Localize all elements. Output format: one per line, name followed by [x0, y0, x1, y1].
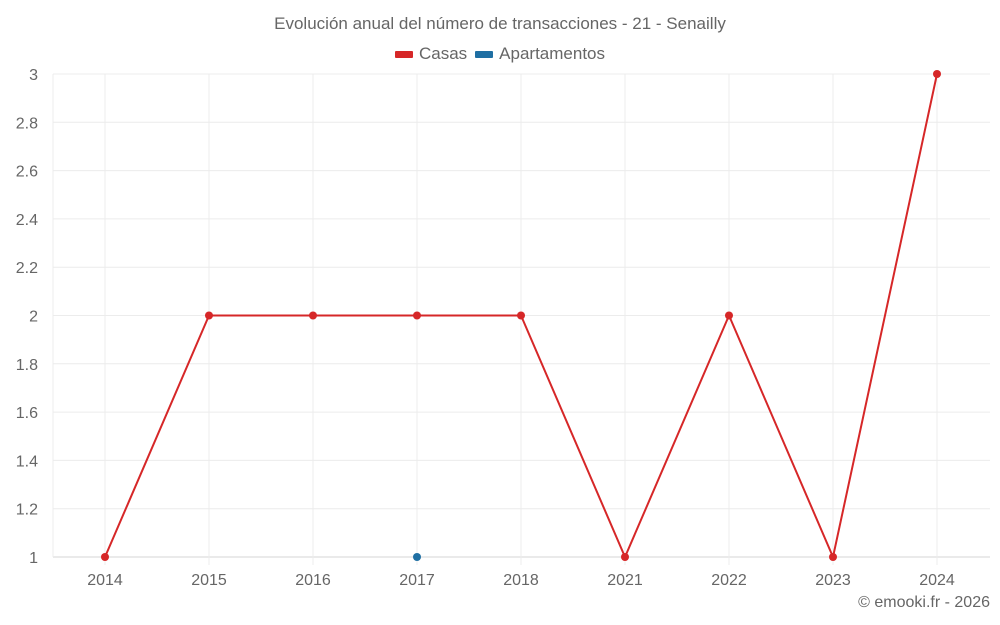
chart-legend: Casas Apartamentos — [0, 44, 1000, 64]
x-tick-label: 2023 — [815, 572, 851, 589]
x-tick-label: 2017 — [399, 572, 435, 589]
y-tick-label: 1.6 — [16, 405, 38, 422]
legend-item-casas[interactable]: Casas — [394, 44, 468, 64]
y-tick-label: 2.8 — [16, 115, 38, 132]
copyright-credit: © emooki.fr - 2026 — [858, 594, 990, 611]
legend-label-casas: Casas — [418, 44, 468, 63]
chart-title: Evolución anual del número de transaccio… — [274, 14, 726, 33]
y-tick-label: 2.2 — [16, 260, 38, 277]
legend-label-apartamentos: Apartamentos — [499, 44, 606, 63]
data-point-casas[interactable] — [309, 311, 317, 320]
y-axis: 1 1.2 1.4 1.6 1.8 2 2.2 2.4 2.6 2.8 3 — [16, 67, 38, 567]
data-series — [101, 70, 941, 561]
legend-item-apartamentos[interactable]: Apartamentos — [475, 44, 605, 64]
legend-swatch-apartamentos-icon — [475, 50, 494, 58]
y-tick-label: 1 — [29, 550, 38, 567]
data-point-casas[interactable] — [517, 311, 525, 320]
x-tick-label: 2016 — [295, 572, 331, 589]
grid-lines — [52, 73, 990, 565]
data-point-casas[interactable] — [621, 553, 629, 561]
x-tick-label: 2024 — [919, 572, 955, 589]
data-point-casas[interactable] — [101, 553, 109, 561]
data-point-casas[interactable] — [933, 70, 941, 78]
x-tick-label: 2018 — [503, 572, 539, 589]
x-tick-label: 2014 — [87, 572, 123, 589]
y-tick-label: 2.6 — [16, 164, 38, 181]
y-tick-label: 1.2 — [16, 502, 38, 519]
data-point-casas[interactable] — [829, 553, 837, 561]
data-point-casas[interactable] — [413, 311, 421, 320]
legend-swatch-casas-icon — [394, 50, 413, 58]
x-axis: 2014 2015 2016 2017 2018 2021 2022 2023 2024 — [87, 572, 955, 589]
y-tick-label: 1.4 — [16, 453, 38, 470]
x-tick-label: 2021 — [607, 572, 643, 589]
y-tick-label: 2.4 — [16, 212, 38, 229]
data-point-apartamentos[interactable] — [413, 553, 421, 561]
y-tick-label: 1.8 — [16, 357, 38, 374]
x-tick-label: 2022 — [711, 572, 747, 589]
y-tick-label: 2 — [29, 309, 38, 326]
x-tick-label: 2015 — [191, 572, 227, 589]
data-point-casas[interactable] — [205, 311, 213, 320]
data-point-casas[interactable] — [725, 311, 733, 320]
y-tick-label: 3 — [29, 67, 38, 84]
